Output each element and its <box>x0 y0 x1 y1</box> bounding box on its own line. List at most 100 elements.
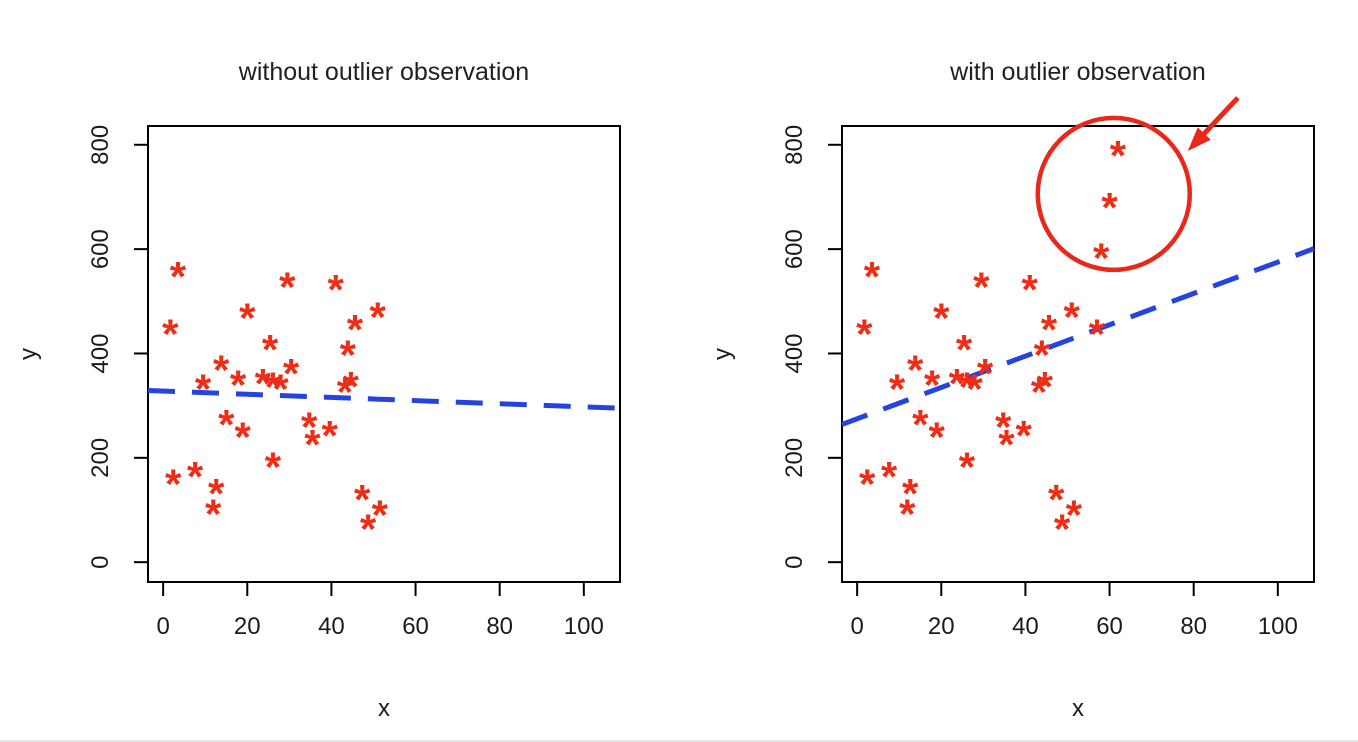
x-axis-label: x <box>1072 695 1084 722</box>
y-tick-label: 200 <box>87 438 114 478</box>
y-tick-label: 600 <box>781 229 808 269</box>
outlier-marker: * <box>1110 132 1127 179</box>
data-point-marker: * <box>1054 506 1071 553</box>
data-point-marker: * <box>881 453 898 500</box>
outlier-arrow-head <box>1187 127 1211 152</box>
x-tick-label: 80 <box>1180 613 1207 640</box>
data-point-marker: * <box>966 366 983 413</box>
y-tick-label: 800 <box>87 125 114 165</box>
data-point-marker: * <box>279 263 296 310</box>
chart-with-outlier: with outlier observation 0 20 40 60 80 100 0 200… <box>679 0 1358 742</box>
data-point-marker: * <box>864 253 881 300</box>
data-point-marker: * <box>283 350 300 397</box>
plot-box <box>147 125 621 583</box>
regression-line <box>841 246 1315 427</box>
data-point-marker: * <box>998 421 1015 468</box>
x-axis-label: x <box>378 695 390 722</box>
data-point-marker: * <box>255 360 272 407</box>
data-point-marker: * <box>262 326 279 373</box>
data-point-marker: * <box>1066 491 1083 538</box>
x-tick-label: 100 <box>1258 613 1298 640</box>
data-point-marker: * <box>265 364 282 411</box>
x-tick-label: 20 <box>928 613 955 640</box>
y-tick-label: 400 <box>781 333 808 373</box>
chart-title: without outlier observation <box>238 58 529 86</box>
data-point-marker: * <box>208 470 225 517</box>
data-point-marker: * <box>340 331 357 378</box>
data-point-marker: * <box>1034 331 1051 378</box>
chart-title: with outlier observation <box>949 58 1206 86</box>
x-tick-label: 60 <box>402 613 429 640</box>
data-point-marker: * <box>856 310 873 357</box>
chart-without-outlier: without outlier observation 0 20 40 60 80 100 0… <box>15 58 621 722</box>
y-tick-label: 800 <box>781 125 808 165</box>
data-point-marker: * <box>205 490 222 537</box>
data-point-marker: * <box>1021 266 1038 313</box>
data-point-marker: * <box>973 263 990 310</box>
data-point-marker: * <box>1048 476 1065 523</box>
data-point-marker: * <box>902 470 919 517</box>
data-point-marker: * <box>301 403 318 450</box>
data-point-marker: * <box>1016 412 1033 459</box>
x-tick-label: 100 <box>564 613 604 640</box>
data-point-marker: * <box>343 363 360 410</box>
x-tick-label: 0 <box>156 613 169 640</box>
chart-canvas: without outlier observation 0 20 40 60 80 100 0… <box>15 58 621 722</box>
data-point-marker: * <box>933 295 950 342</box>
data-point-marker: * <box>912 401 929 448</box>
data-point-marker: * <box>165 461 182 508</box>
data-point-marker: * <box>170 253 187 300</box>
y-axis-label: y <box>15 348 42 360</box>
data-point-marker: * <box>218 401 235 448</box>
data-point-marker: * <box>322 412 339 459</box>
outlier-marker: * <box>1101 184 1118 231</box>
data-point-marker: * <box>337 368 354 415</box>
data-point-marker: * <box>370 294 387 341</box>
data-point-marker: * <box>327 266 344 313</box>
data-point-marker: * <box>1031 368 1048 415</box>
data-point-marker: * <box>995 403 1012 450</box>
x-tick-label: 0 <box>850 613 863 640</box>
data-point-marker: * <box>187 453 204 500</box>
regression-line <box>147 388 621 411</box>
data-point-marker: * <box>213 346 230 393</box>
data-point-marker: * <box>1041 306 1058 353</box>
data-point-marker: * <box>924 362 941 409</box>
data-point-marker: * <box>959 364 976 411</box>
data-point-marker: * <box>265 443 282 490</box>
outlier-circle <box>1035 115 1193 273</box>
data-point-marker: * <box>239 295 256 342</box>
data-point-marker: * <box>195 366 212 413</box>
x-tick-label: 40 <box>318 613 345 640</box>
y-tick-label: 0 <box>87 555 114 568</box>
data-point-marker: * <box>354 476 371 523</box>
y-tick-label: 0 <box>781 555 808 568</box>
data-point-marker: * <box>304 421 321 468</box>
data-point-marker: * <box>230 362 247 409</box>
x-tick-label: 40 <box>1012 613 1039 640</box>
data-point-marker: * <box>949 360 966 407</box>
data-point-marker: * <box>1089 310 1106 357</box>
data-point-marker: * <box>234 414 251 461</box>
x-tick-label: 80 <box>486 613 513 640</box>
x-tick-label: 20 <box>234 613 261 640</box>
data-point-marker: * <box>1037 363 1054 410</box>
data-point-marker: * <box>899 490 916 537</box>
data-point-marker: * <box>1064 294 1081 341</box>
data-point-marker: * <box>907 346 924 393</box>
outlier-marker: * <box>1093 235 1110 282</box>
x-tick-label: 60 <box>1096 613 1123 640</box>
data-point-marker: * <box>272 366 289 413</box>
bottom-divider <box>0 740 1358 742</box>
data-point-marker: * <box>889 366 906 413</box>
y-axis-label: y <box>709 348 736 360</box>
y-tick-label: 200 <box>781 438 808 478</box>
data-point-marker: * <box>928 414 945 461</box>
data-point-marker: * <box>859 461 876 508</box>
data-point-marker: * <box>372 491 389 538</box>
y-tick-label: 600 <box>87 229 114 269</box>
chart-canvas: with outlier observation 0 20 40 60 80 100 0 200… <box>709 58 1315 722</box>
data-point-marker: * <box>347 306 364 353</box>
data-point-marker: * <box>977 350 994 397</box>
